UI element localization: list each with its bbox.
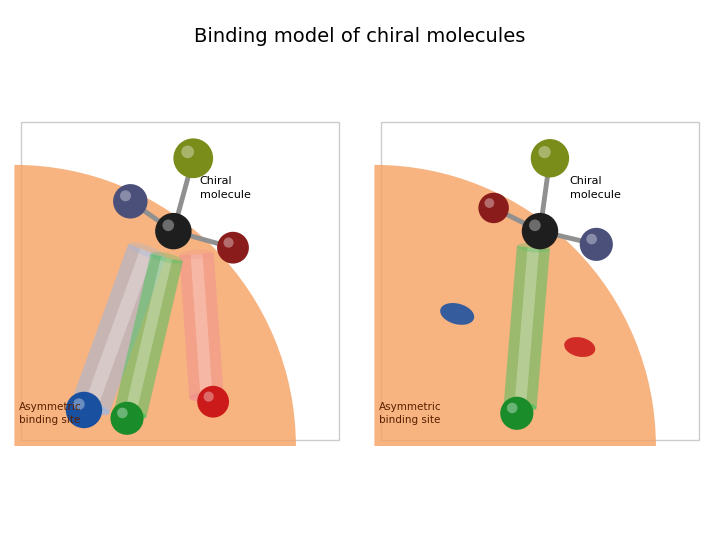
Text: Chiral
molecule: Chiral molecule: [570, 177, 621, 200]
Polygon shape: [503, 246, 550, 408]
Circle shape: [531, 139, 569, 178]
Ellipse shape: [150, 252, 183, 264]
Ellipse shape: [517, 243, 550, 252]
Circle shape: [73, 399, 85, 410]
Circle shape: [197, 386, 229, 417]
Circle shape: [113, 184, 148, 219]
Circle shape: [204, 392, 214, 402]
Circle shape: [478, 193, 509, 223]
Ellipse shape: [189, 392, 224, 402]
Polygon shape: [72, 244, 166, 414]
Polygon shape: [191, 254, 212, 397]
Text: Binding model of chiral molecules: Binding model of chiral molecules: [194, 27, 526, 46]
Ellipse shape: [440, 303, 474, 325]
Circle shape: [507, 403, 518, 413]
Circle shape: [110, 402, 143, 435]
Circle shape: [539, 146, 551, 158]
Text: Asymmetric
binding site: Asymmetric binding site: [379, 402, 442, 425]
Circle shape: [174, 138, 213, 178]
Polygon shape: [179, 253, 224, 398]
Circle shape: [120, 190, 131, 201]
Ellipse shape: [179, 249, 214, 259]
Circle shape: [217, 232, 249, 264]
Circle shape: [156, 213, 192, 249]
Polygon shape: [514, 247, 539, 407]
Circle shape: [500, 397, 534, 430]
Circle shape: [181, 146, 194, 158]
Polygon shape: [114, 254, 183, 417]
Ellipse shape: [564, 337, 595, 357]
Polygon shape: [84, 248, 153, 409]
Circle shape: [522, 213, 558, 249]
Circle shape: [223, 238, 233, 248]
Text: Asymmetric
binding site: Asymmetric binding site: [19, 402, 82, 425]
Circle shape: [66, 392, 102, 428]
Circle shape: [117, 408, 127, 418]
Ellipse shape: [128, 242, 166, 260]
FancyBboxPatch shape: [381, 122, 699, 440]
Text: Chiral
molecule: Chiral molecule: [200, 177, 251, 200]
Ellipse shape: [503, 402, 536, 411]
Circle shape: [163, 219, 174, 231]
Wedge shape: [14, 165, 296, 447]
Wedge shape: [374, 165, 656, 447]
Ellipse shape: [114, 408, 146, 419]
Circle shape: [485, 198, 494, 208]
FancyBboxPatch shape: [21, 122, 339, 440]
Circle shape: [586, 234, 597, 245]
Polygon shape: [125, 256, 172, 415]
Ellipse shape: [72, 398, 109, 415]
Circle shape: [580, 228, 613, 261]
Circle shape: [529, 219, 541, 231]
